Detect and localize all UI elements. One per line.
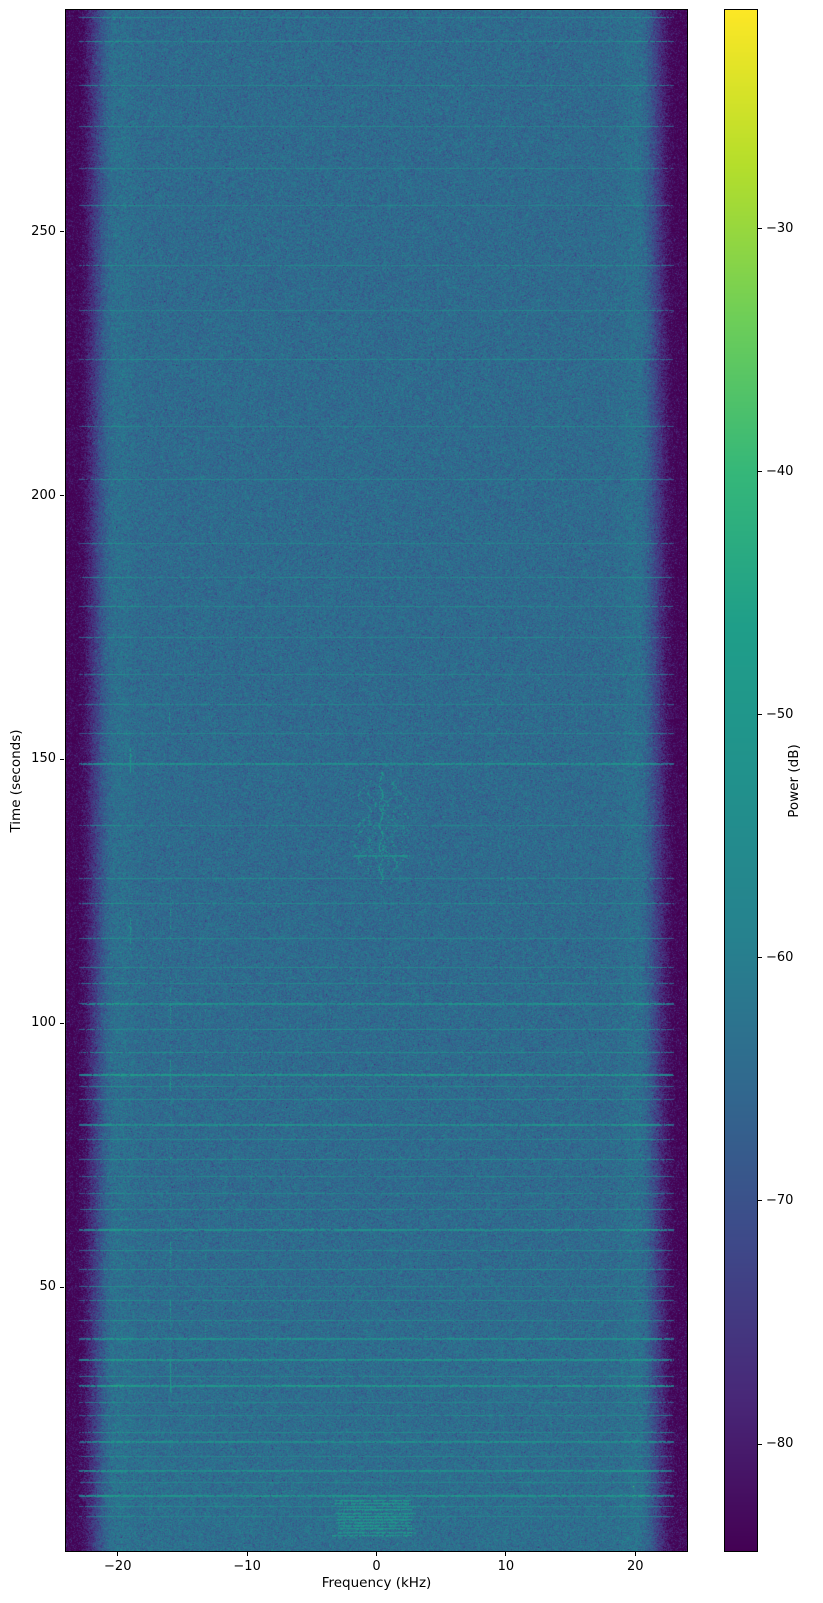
colorbar-tick-label: −40: [766, 463, 794, 479]
colorbar-tick-label: −60: [766, 949, 794, 965]
y-tick-label: 50: [39, 1279, 56, 1295]
colorbar-tick-mark: [758, 471, 762, 473]
axes-frame: [65, 9, 688, 1552]
y-axis-label: Time (seconds): [8, 728, 24, 833]
colorbar-tick-mark: [758, 957, 762, 959]
x-tick-mark: [117, 1552, 119, 1556]
x-tick-mark: [246, 1552, 248, 1556]
colorbar-tick-label: −30: [766, 220, 794, 236]
x-tick-label: 0: [372, 1559, 381, 1574]
colorbar-tick-label: −80: [766, 1436, 794, 1452]
x-tick-mark: [634, 1552, 636, 1556]
colorbar-frame: [724, 9, 758, 1552]
y-tick-mark: [60, 231, 64, 233]
colorbar-tick-mark: [758, 228, 762, 230]
y-tick-label: 100: [31, 1015, 56, 1031]
y-tick-mark: [60, 495, 64, 497]
x-tick-label: −10: [233, 1559, 261, 1574]
colorbar-canvas: [725, 10, 757, 1551]
x-tick-mark: [376, 1552, 377, 1556]
colorbar-tick-mark: [758, 1443, 762, 1445]
colorbar-tick-mark: [758, 714, 762, 716]
y-tick-label: 150: [31, 751, 56, 767]
x-tick-label: 20: [626, 1559, 644, 1574]
x-tick-label: 10: [497, 1559, 515, 1574]
x-axis-label: Frequency (kHz): [321, 1575, 432, 1591]
x-tick-mark: [505, 1552, 507, 1556]
y-tick-mark: [60, 758, 64, 760]
y-tick-label: 250: [31, 223, 56, 239]
colorbar-tick-label: −50: [766, 706, 794, 722]
colorbar-tick-mark: [758, 1200, 762, 1202]
y-tick-label: 200: [31, 487, 56, 503]
spectrogram-canvas: [66, 10, 687, 1551]
colorbar-label: Power (dB): [786, 743, 802, 818]
x-tick-label: −20: [104, 1559, 132, 1574]
colorbar-tick-label: −70: [766, 1192, 794, 1208]
y-tick-mark: [60, 1022, 64, 1024]
y-tick-mark: [60, 1286, 64, 1288]
